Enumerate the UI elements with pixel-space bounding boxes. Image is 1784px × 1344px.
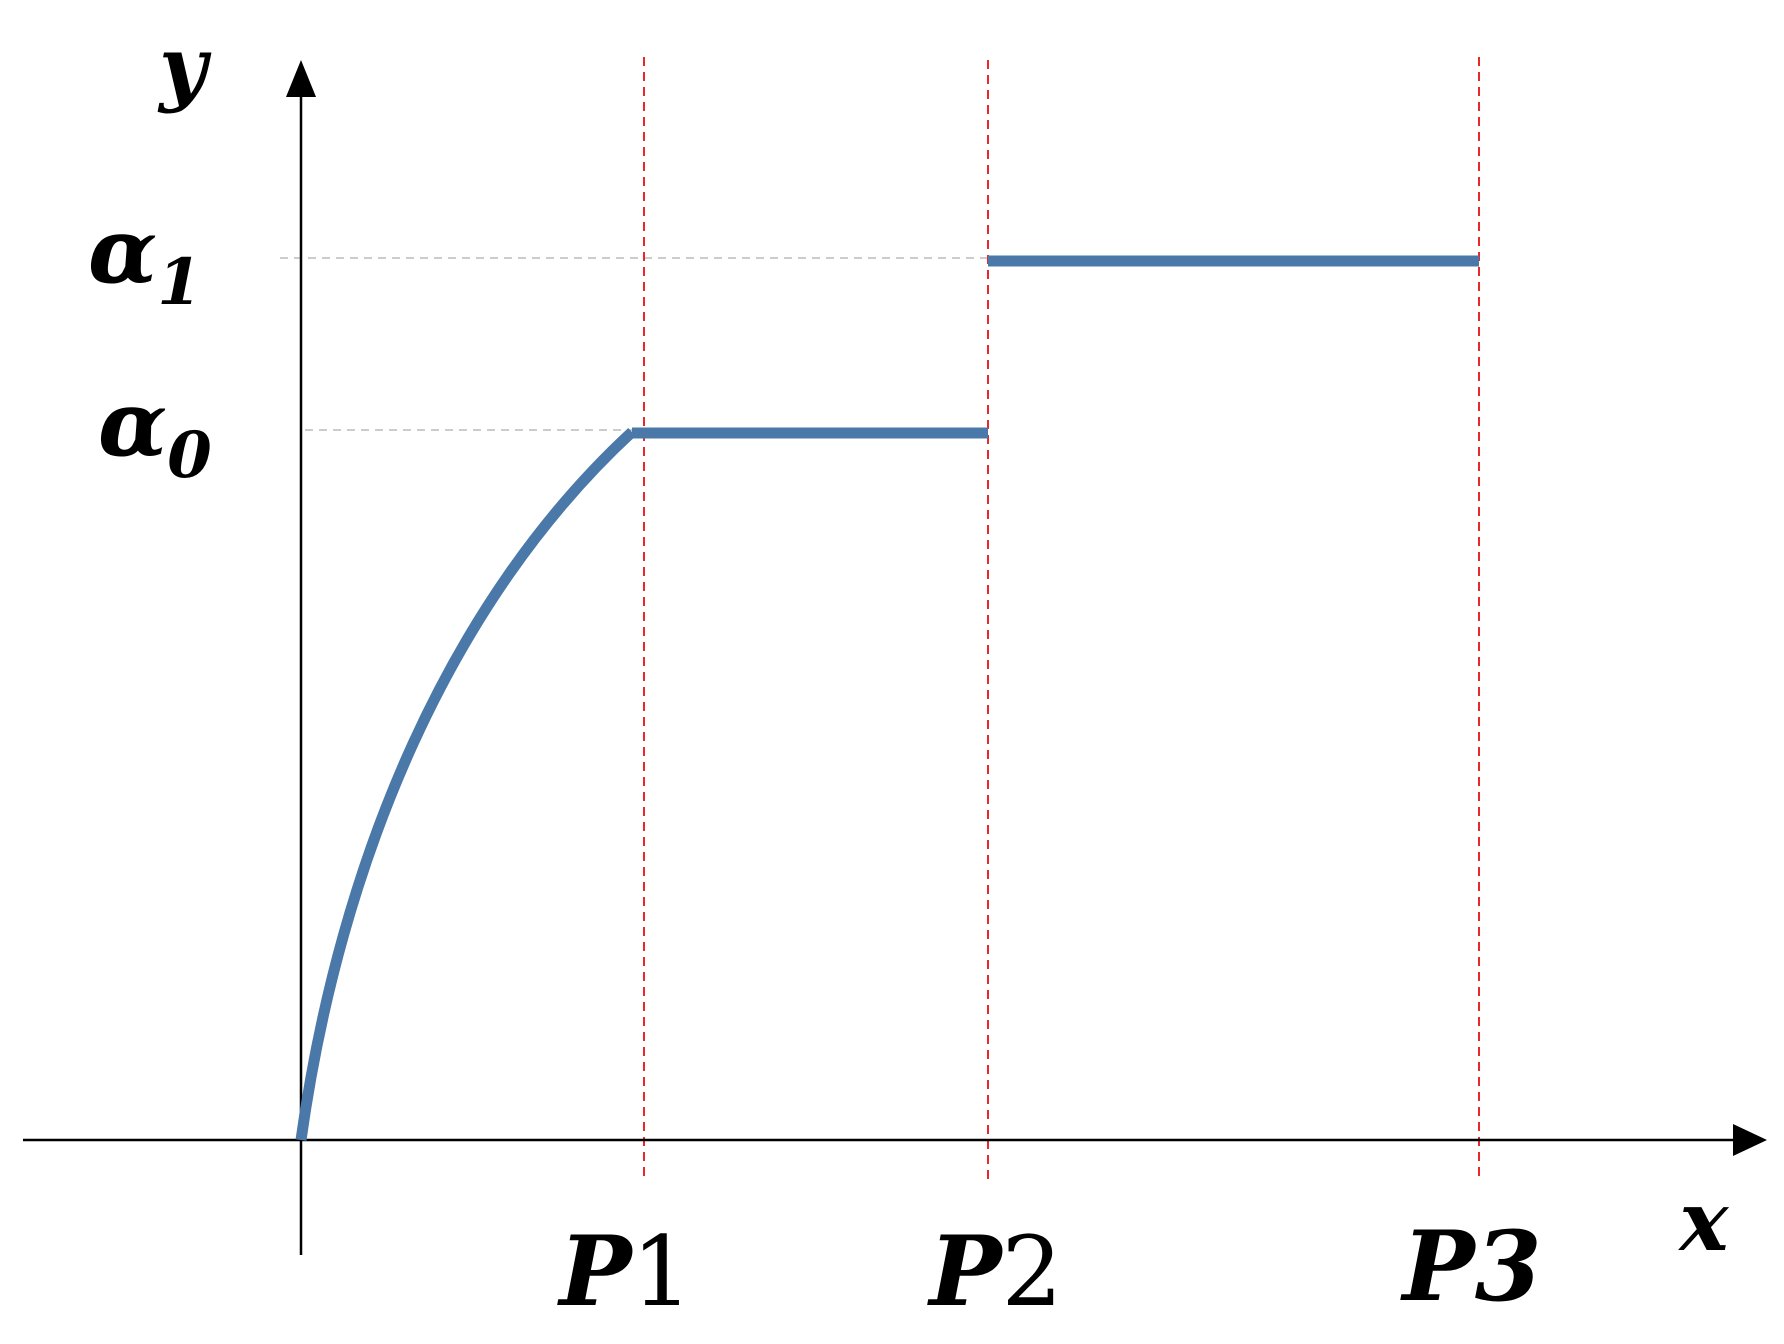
x-label: x (1678, 1174, 1730, 1270)
y-level-label: α1 (88, 198, 202, 320)
x-arrow (1733, 1124, 1767, 1156)
subscript: 0 (167, 418, 212, 493)
y-label: y (157, 19, 212, 115)
symbol: P (556, 1215, 634, 1328)
index: 2 (1002, 1216, 1063, 1328)
symbol: P (1400, 1210, 1478, 1323)
symbol: P (926, 1215, 1004, 1328)
x-point-label: P3 (1400, 1210, 1542, 1323)
y-level-label: α0 (98, 371, 212, 493)
function (295, 255, 1479, 1141)
x-point-label: P2 (926, 1215, 1062, 1328)
index: 1 (632, 1216, 693, 1328)
symbol: α (98, 371, 167, 477)
x-point-label: P1 (556, 1215, 692, 1328)
y-arrow (286, 60, 316, 97)
subscript: 1 (157, 245, 202, 320)
index: 3 (1475, 1210, 1542, 1323)
curve (295, 427, 636, 1141)
red-guides (643, 57, 1480, 1180)
symbol: α (88, 198, 157, 304)
